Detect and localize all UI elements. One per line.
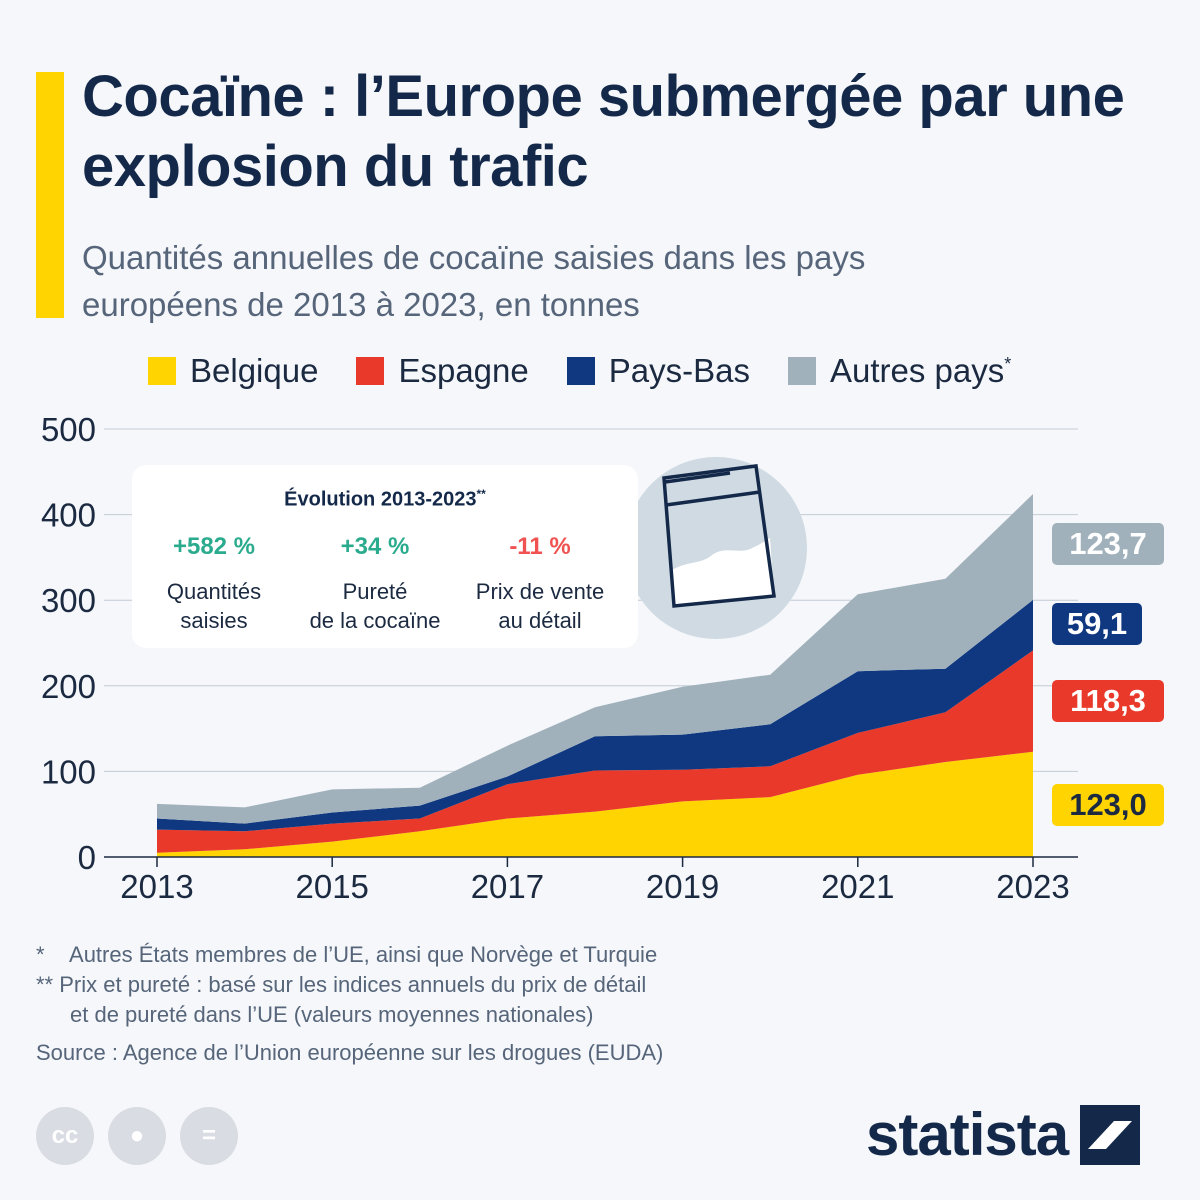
legend-label-text: Autres pays	[829, 352, 1005, 389]
statista-mark-icon	[1080, 1104, 1141, 1165]
info-value: -11 %	[509, 533, 571, 560]
legend-label: Autres pays*	[830, 352, 1011, 390]
evolution-info-box: Évolution 2013-2023** +582 % Quantités sa…	[132, 465, 638, 648]
footnote-2-continued: et de pureté dans l’UE (valeurs moyennes…	[70, 1002, 594, 1027]
y-tick-label: 500	[41, 411, 96, 448]
bag-powder	[672, 538, 774, 606]
y-tick-label: 300	[41, 582, 96, 619]
bag-outline	[662, 464, 776, 608]
info-label: Quantités saisies	[129, 577, 299, 635]
info-label: Pureté de la cocaïne	[290, 577, 460, 635]
area-espagne	[157, 650, 1033, 853]
x-axis-ticks: 2013 2015 2017 2019 2021 2023	[120, 857, 1070, 905]
legend-item-belgique: Belgique	[148, 352, 318, 390]
legend-item-espagne: Espagne	[356, 352, 529, 390]
footnotes: * Autres États membres de l’UE, ainsi qu…	[36, 940, 663, 1068]
legend-item-pays-bas: Pays-Bas	[566, 352, 750, 390]
end-label-belgique: 123,0	[1052, 784, 1164, 826]
info-box-title-text: Évolution 2013-2023	[284, 488, 477, 511]
legend-swatch-belgique	[148, 357, 176, 385]
legend-label: Pays-Bas	[608, 352, 750, 389]
legend-label: Espagne	[398, 352, 529, 389]
x-tick-label: 2021	[821, 868, 894, 905]
x-tick-label: 2023	[996, 868, 1069, 905]
footnote-marker: **	[36, 972, 54, 997]
attribution-icon[interactable]: ●	[108, 1107, 166, 1165]
chart-subtitle: Quantités annuelles de cocaïne saisies d…	[82, 239, 866, 323]
info-item-purete: +34 % Pureté de la cocaïne	[290, 533, 460, 635]
info-label-line: Prix de vente	[475, 579, 605, 604]
y-axis-ticks: 0 100 200 300 400 500	[41, 411, 96, 876]
info-item-quantites: +582 % Quantités saisies	[129, 533, 299, 635]
title-accent-bar	[36, 72, 64, 318]
end-label-espagne: 118,3	[1052, 680, 1164, 722]
legend-item-autres-pays: Autres pays*	[787, 352, 1011, 390]
end-label-autres-pays: 123,7	[1052, 523, 1164, 565]
info-label-line: Quantités	[166, 579, 262, 604]
info-label: Prix de vente au détail	[455, 577, 625, 635]
brand-name: statista	[866, 1101, 1069, 1168]
bag-circle	[625, 457, 807, 639]
bag-top-edge	[664, 471, 731, 484]
legend-swatch-pays-bas	[566, 357, 595, 385]
area-belgique	[157, 751, 1033, 857]
stacked-areas	[104, 494, 1078, 858]
x-tick-label: 2013	[120, 868, 193, 905]
footnote-marker: *	[36, 942, 45, 967]
x-tick-label: 2019	[646, 868, 719, 905]
area-autres-pays	[157, 494, 1033, 824]
y-tick-label: 200	[41, 668, 96, 705]
y-tick-label: 100	[41, 753, 96, 790]
cocaine-bag-illustration	[625, 457, 807, 639]
legend-swatch-espagne	[356, 357, 385, 385]
info-label-line: Pureté	[342, 579, 408, 604]
legend-label: Belgique	[190, 352, 319, 389]
statista-mark-shape	[1088, 1120, 1133, 1149]
x-tick-label: 2015	[295, 868, 368, 905]
info-label-line: de la cocaïne	[309, 608, 441, 633]
footnote-2: ** Prix et pureté : basé sur les indices…	[36, 970, 663, 1000]
chart-title: Cocaïne : l’Europe submergée par une exp…	[82, 64, 1125, 199]
info-label-line: saisies	[180, 608, 248, 633]
y-tick-label: 0	[78, 839, 96, 876]
footnote-marker: **	[476, 487, 486, 501]
footnote-text: Prix et pureté : basé sur les indices an…	[59, 972, 647, 997]
end-label-pays-bas: 59,1	[1052, 603, 1142, 645]
legend: Belgique Espagne Pays-Bas Autres pays*	[148, 352, 1049, 390]
cc-icon[interactable]: cc	[36, 1107, 94, 1165]
x-tick-label: 2017	[471, 868, 544, 905]
legend-swatch-autres-pays	[787, 357, 816, 385]
no-derivatives-icon[interactable]: =	[180, 1107, 238, 1165]
statista-logo[interactable]: statista	[866, 1100, 1141, 1169]
footnote-1: * Autres États membres de l’UE, ainsi qu…	[36, 940, 663, 970]
license-icons: cc ● =	[36, 1107, 252, 1165]
source-note: Source : Agence de l’Union européenne su…	[36, 1040, 664, 1065]
area-pays-bas	[157, 599, 1033, 832]
footnote-marker: *	[1004, 354, 1012, 374]
footnote-text: Autres États membres de l’UE, ainsi que …	[69, 942, 658, 967]
y-tick-label: 400	[41, 497, 96, 534]
info-item-prix: -11 % Prix de vente au détail	[455, 533, 625, 635]
info-value: +34 %	[340, 533, 410, 560]
info-value: +582 %	[172, 533, 256, 560]
info-label-line: au détail	[498, 608, 582, 633]
bag-seal	[665, 490, 761, 507]
info-box-title: Évolution 2013-2023**	[132, 487, 638, 512]
